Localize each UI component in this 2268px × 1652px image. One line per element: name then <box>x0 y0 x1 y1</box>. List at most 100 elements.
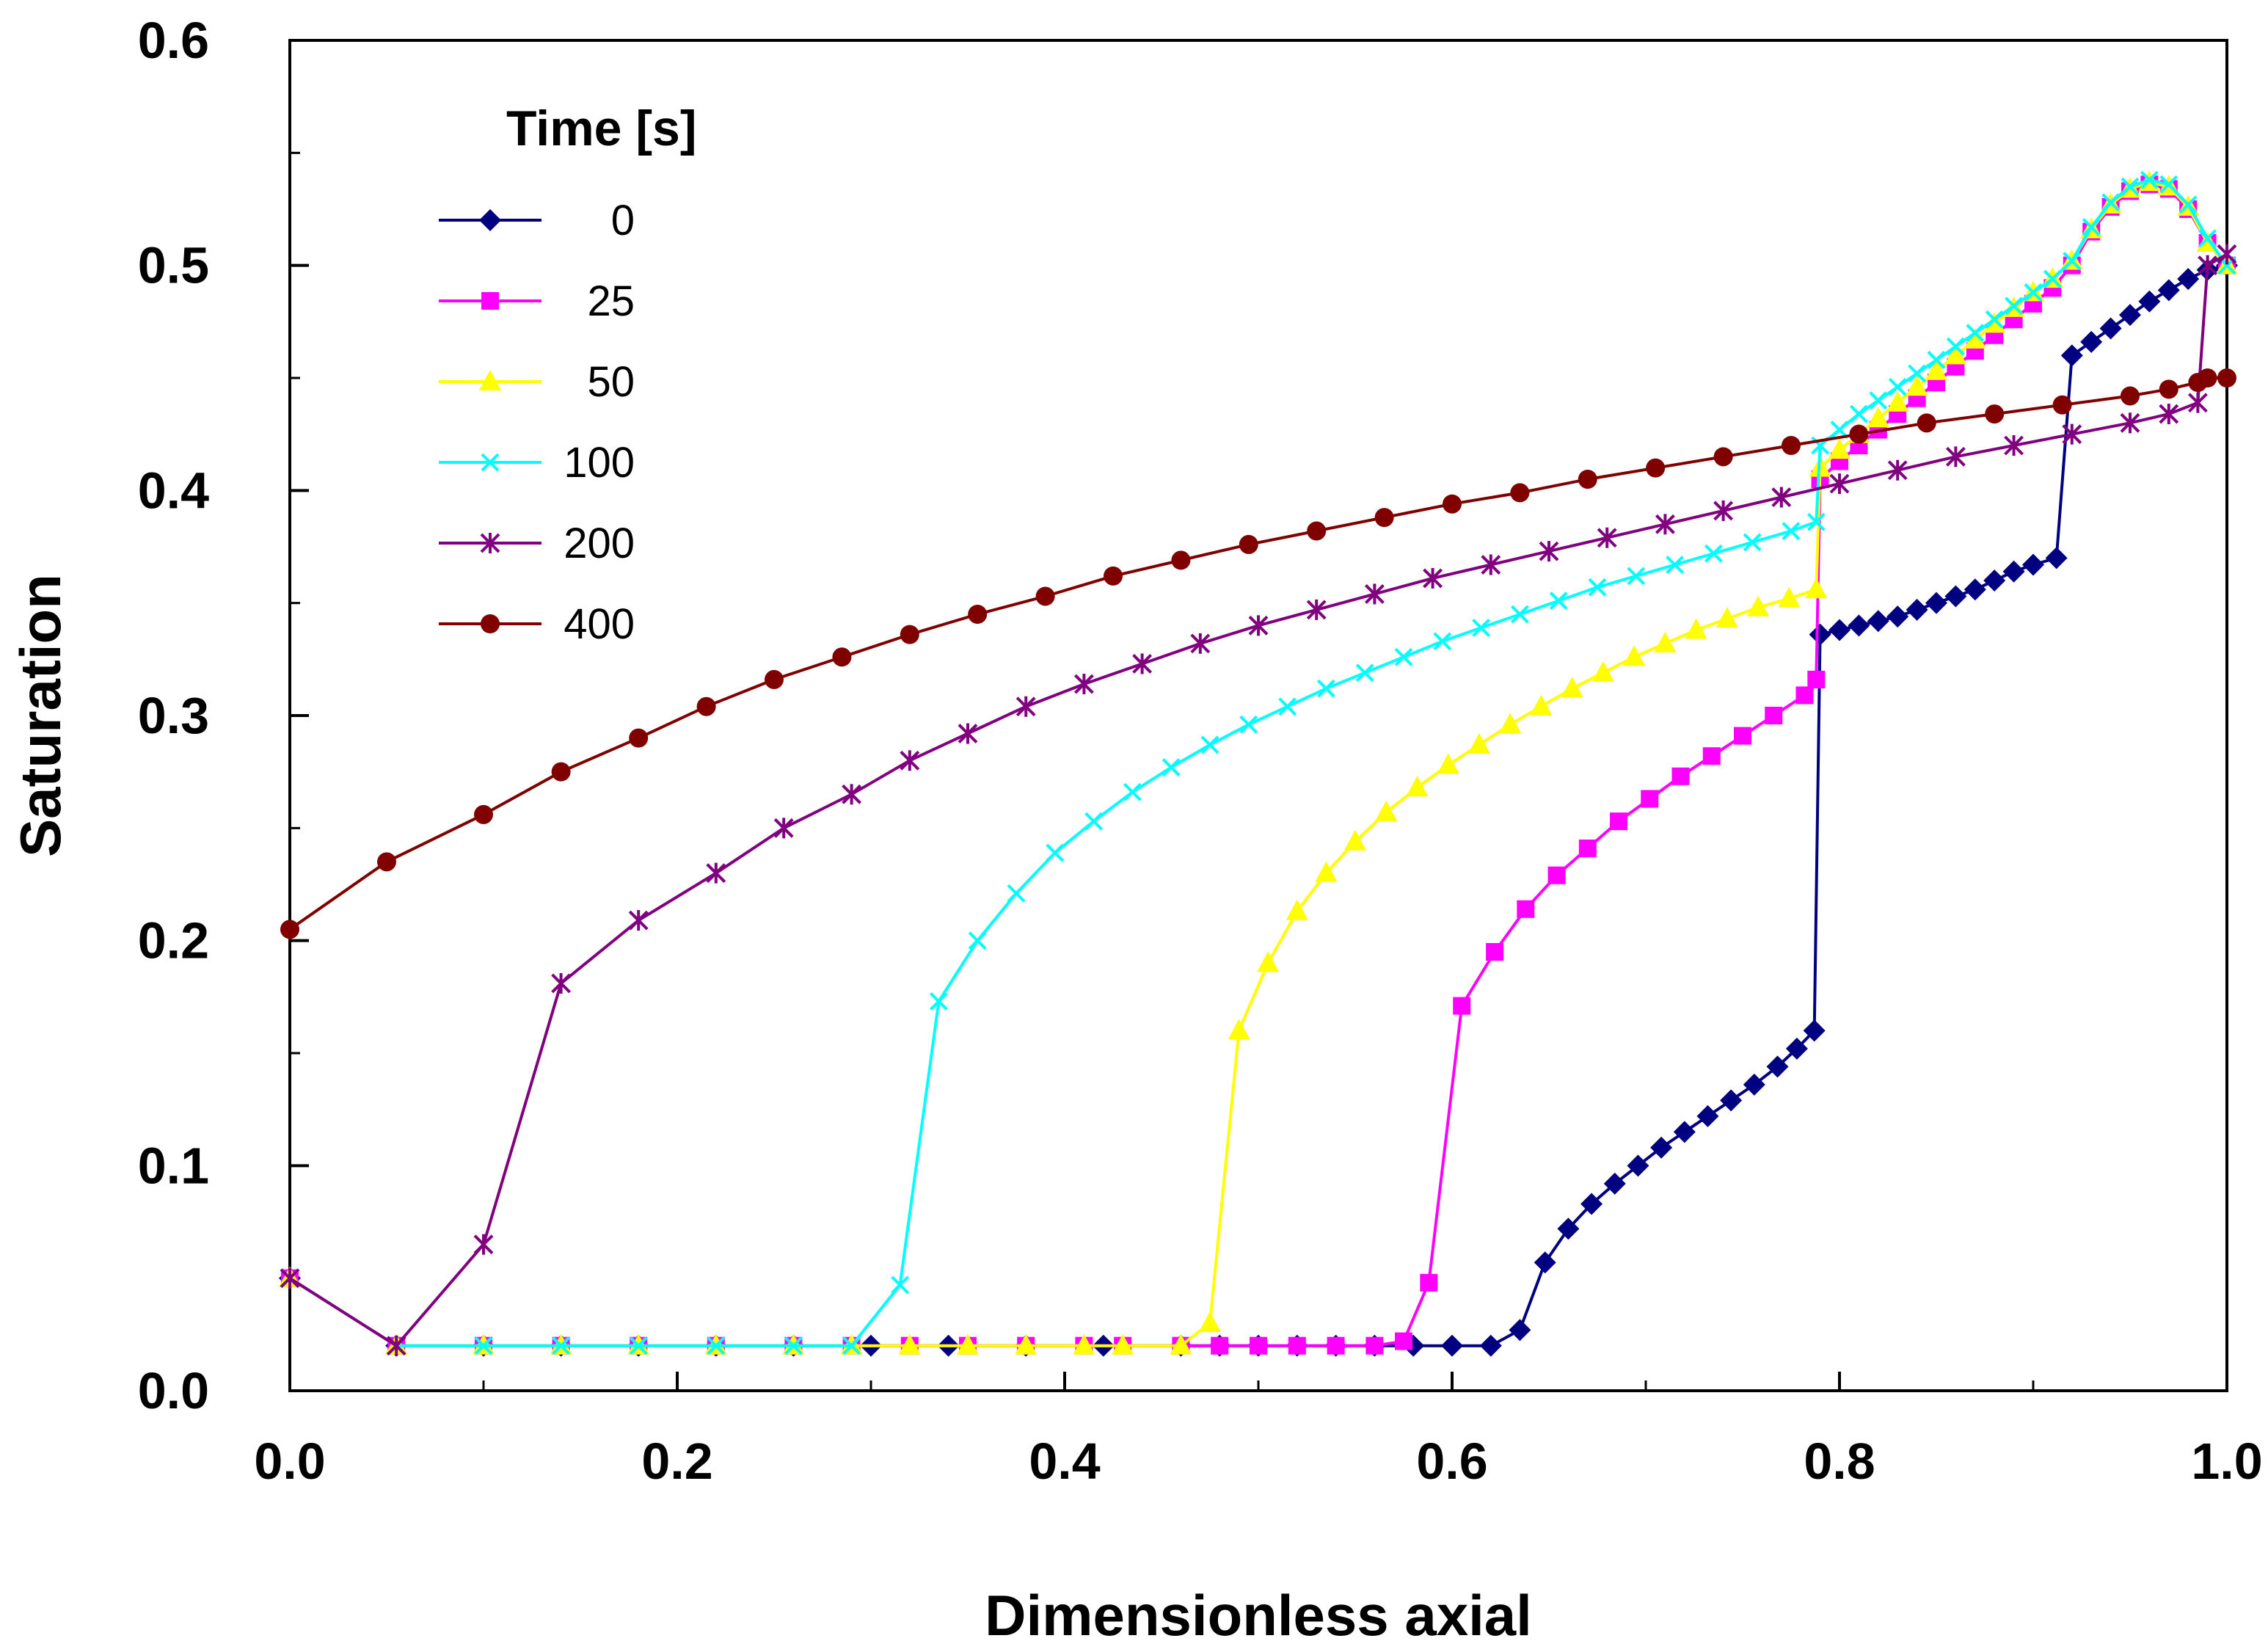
x-stroke <box>929 992 948 1011</box>
x-stroke <box>1200 735 1219 754</box>
data-point <box>1510 605 1529 624</box>
y-tick-label: 0.6 <box>138 12 209 69</box>
x-stroke <box>481 453 500 472</box>
data-point <box>1807 670 1826 688</box>
data-point <box>1199 1311 1221 1332</box>
data-point <box>958 723 978 744</box>
plot-frame <box>288 39 2228 1392</box>
data-point <box>1983 312 2006 333</box>
data-point <box>551 762 571 782</box>
data-point <box>1580 1193 1603 1215</box>
y-axis-title: Saturation <box>8 574 73 857</box>
data-point <box>1073 1333 1095 1355</box>
data-point <box>1963 578 1986 601</box>
data-point <box>1946 337 1965 356</box>
data-point <box>1696 1105 1719 1127</box>
data-point <box>1406 776 1429 797</box>
data-point <box>2022 553 2044 576</box>
data-point <box>474 1336 493 1356</box>
data-point <box>1963 327 1986 349</box>
data-point <box>1561 677 1583 698</box>
x-stroke <box>1355 663 1374 683</box>
data-point <box>1278 697 1297 716</box>
data-point <box>1441 1334 1463 1357</box>
series-layer <box>279 170 2238 1357</box>
data-point <box>2045 547 2068 570</box>
data-point <box>551 972 572 994</box>
x-stroke <box>1316 679 1335 698</box>
x-tick-label: 0.4 <box>1029 1433 1100 1490</box>
data-point <box>1641 790 1659 808</box>
data-point <box>1453 997 1471 1015</box>
x-tick-label: 0.2 <box>641 1433 712 1490</box>
data-point <box>784 1336 803 1356</box>
x-stroke <box>2159 175 2178 194</box>
data-point <box>1510 483 1530 503</box>
data-point <box>1867 407 1889 428</box>
data-point <box>2099 317 2122 340</box>
series-line-200 <box>288 252 2228 1347</box>
data-point <box>2060 344 2083 367</box>
data-point <box>1132 653 1153 674</box>
data-point <box>2140 170 2159 189</box>
data-point <box>2002 560 2025 583</box>
data-point <box>1306 599 1327 620</box>
data-point <box>1666 556 1685 574</box>
data-point <box>1945 446 1966 467</box>
legend-label: 200 <box>564 520 635 567</box>
data-point <box>1925 359 1947 380</box>
data-point <box>1015 1333 1038 1355</box>
data-point <box>1765 707 1783 724</box>
data-point <box>1627 1154 1649 1177</box>
data-point <box>1288 1336 1306 1355</box>
data-point <box>1104 566 1123 586</box>
y-tick-label: 0.4 <box>138 462 209 519</box>
y-tick-label: 0.5 <box>138 237 209 294</box>
data-point <box>1713 447 1733 467</box>
x-stroke <box>1782 522 1801 540</box>
ticks-layer: 0.0 0.2 0.4 0.6 0.8 1.0 0.0 0.1 0.2 0.3 0.4 0.5 0.6 <box>138 12 2263 1490</box>
legend-label: 100 <box>564 439 635 487</box>
x-stroke <box>784 1336 803 1356</box>
legend-label: 25 <box>587 277 635 325</box>
data-point <box>2121 177 2140 196</box>
data-point <box>1200 735 1219 754</box>
data-point <box>1517 900 1535 918</box>
data-point <box>1927 351 1946 369</box>
data-point <box>2063 252 2082 270</box>
data-point <box>1112 1333 1134 1355</box>
data-point <box>1985 404 2005 424</box>
legend-swatch-marker <box>481 292 499 310</box>
data-point <box>1170 1333 1192 1355</box>
data-point <box>1655 514 1675 535</box>
data-point <box>832 647 852 667</box>
x-axis-title: Dimensionless axial <box>985 1583 1532 1648</box>
data-point <box>1671 767 1690 785</box>
data-point <box>1828 619 1851 641</box>
data-point <box>473 1234 494 1255</box>
x-stroke <box>842 1336 861 1356</box>
x-stroke <box>707 1336 726 1356</box>
data-point <box>1307 521 1327 541</box>
y-tick-label: 0.0 <box>138 1362 209 1419</box>
data-point <box>1375 800 1398 821</box>
data-point <box>1433 632 1452 651</box>
data-point <box>900 750 920 771</box>
data-point <box>1925 592 1947 614</box>
data-point <box>1557 1218 1580 1240</box>
x-stroke <box>2178 195 2198 214</box>
x-stroke <box>2024 283 2043 302</box>
data-point <box>1486 943 1504 961</box>
data-point <box>1286 899 1308 920</box>
data-point <box>1355 663 1374 683</box>
data-point <box>1673 1121 1696 1143</box>
x-stroke <box>552 1336 571 1356</box>
data-point <box>2101 193 2121 212</box>
data-point <box>1785 1037 1808 1060</box>
data-point <box>1908 364 1927 383</box>
x-stroke <box>1830 421 1849 439</box>
data-point <box>2024 283 2043 302</box>
data-point <box>968 931 987 950</box>
data-point <box>1499 713 1522 734</box>
data-point <box>1171 550 1191 570</box>
